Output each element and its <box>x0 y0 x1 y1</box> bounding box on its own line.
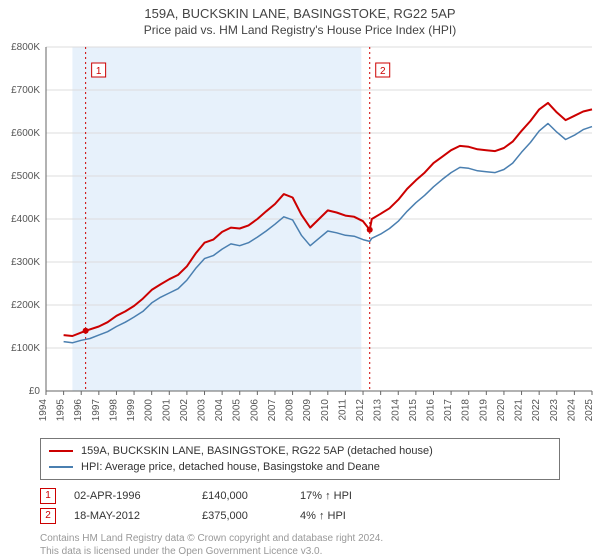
svg-text:2005: 2005 <box>232 399 243 422</box>
marker-row: 2 18-MAY-2012 £375,000 4% ↑ HPI <box>40 506 560 526</box>
svg-text:£400K: £400K <box>11 214 40 225</box>
marker-hpi-delta: 17% ↑ HPI <box>300 486 352 506</box>
svg-text:1995: 1995 <box>56 399 67 422</box>
marker-table: 1 02-APR-1996 £140,000 17% ↑ HPI 2 18-MAY-201… <box>40 486 560 526</box>
svg-text:2003: 2003 <box>197 399 208 422</box>
svg-text:2020: 2020 <box>496 399 507 422</box>
legend-swatch <box>49 450 73 452</box>
svg-text:2002: 2002 <box>179 399 190 422</box>
svg-text:£600K: £600K <box>11 128 40 139</box>
svg-text:1: 1 <box>96 66 102 77</box>
legend-swatch <box>49 466 73 468</box>
svg-text:2016: 2016 <box>425 399 436 422</box>
svg-text:2013: 2013 <box>373 399 384 422</box>
svg-text:1996: 1996 <box>73 399 84 422</box>
svg-text:2023: 2023 <box>549 399 560 422</box>
svg-text:2019: 2019 <box>478 399 489 422</box>
svg-text:2018: 2018 <box>461 399 472 422</box>
svg-text:2: 2 <box>380 66 386 77</box>
svg-text:2012: 2012 <box>355 399 366 422</box>
legend-label: 159A, BUCKSKIN LANE, BASINGSTOKE, RG22 5… <box>81 443 433 459</box>
svg-text:£100K: £100K <box>11 343 40 354</box>
svg-text:£700K: £700K <box>11 85 40 96</box>
svg-text:2022: 2022 <box>531 399 542 422</box>
legend-row: HPI: Average price, detached house, Basi… <box>49 459 551 475</box>
svg-text:2017: 2017 <box>443 399 454 422</box>
chart-area: £0 £100K £200K £300K £400K £500K £600K £700K £80… <box>0 39 600 434</box>
svg-text:1998: 1998 <box>108 399 119 422</box>
svg-text:£0: £0 <box>29 386 41 397</box>
marker-badge: 1 <box>40 488 56 504</box>
svg-text:2015: 2015 <box>408 399 419 422</box>
svg-text:1994: 1994 <box>38 399 49 422</box>
legend: 159A, BUCKSKIN LANE, BASINGSTOKE, RG22 5… <box>40 438 560 480</box>
svg-text:2021: 2021 <box>514 399 525 422</box>
legend-label: HPI: Average price, detached house, Basi… <box>81 459 380 475</box>
svg-text:2014: 2014 <box>390 399 401 422</box>
marker-row: 1 02-APR-1996 £140,000 17% ↑ HPI <box>40 486 560 506</box>
svg-text:2006: 2006 <box>249 399 260 422</box>
line-chart-svg: £0 £100K £200K £300K £400K £500K £600K £700K £80… <box>0 39 600 434</box>
chart-subtitle: Price paid vs. HM Land Registry's House … <box>0 23 600 37</box>
svg-text:2010: 2010 <box>320 399 331 422</box>
marker-price: £375,000 <box>202 506 282 526</box>
chart-container: 159A, BUCKSKIN LANE, BASINGSTOKE, RG22 5… <box>0 0 600 560</box>
marker-date: 02-APR-1996 <box>74 486 184 506</box>
svg-text:2001: 2001 <box>161 399 172 422</box>
marker-badge: 2 <box>40 508 56 524</box>
svg-text:2000: 2000 <box>144 399 155 422</box>
svg-text:£500K: £500K <box>11 171 40 182</box>
svg-text:1999: 1999 <box>126 399 137 422</box>
svg-text:2011: 2011 <box>337 399 348 421</box>
svg-text:£800K: £800K <box>11 42 40 53</box>
footer-line-1: Contains HM Land Registry data © Crown c… <box>40 532 560 545</box>
svg-text:2024: 2024 <box>566 399 577 422</box>
svg-text:2025: 2025 <box>584 399 595 422</box>
svg-text:1997: 1997 <box>91 399 102 422</box>
svg-text:£300K: £300K <box>11 257 40 268</box>
svg-text:2007: 2007 <box>267 399 278 422</box>
footer-line-2: This data is licensed under the Open Gov… <box>40 545 560 558</box>
chart-title: 159A, BUCKSKIN LANE, BASINGSTOKE, RG22 5… <box>0 6 600 21</box>
svg-text:£200K: £200K <box>11 300 40 311</box>
title-block: 159A, BUCKSKIN LANE, BASINGSTOKE, RG22 5… <box>0 0 600 39</box>
marker-price: £140,000 <box>202 486 282 506</box>
marker-hpi-delta: 4% ↑ HPI <box>300 506 346 526</box>
svg-text:2009: 2009 <box>302 399 313 422</box>
svg-text:2004: 2004 <box>214 399 225 422</box>
marker-date: 18-MAY-2012 <box>74 506 184 526</box>
svg-text:2008: 2008 <box>285 399 296 422</box>
footer: Contains HM Land Registry data © Crown c… <box>40 532 560 558</box>
legend-row: 159A, BUCKSKIN LANE, BASINGSTOKE, RG22 5… <box>49 443 551 459</box>
